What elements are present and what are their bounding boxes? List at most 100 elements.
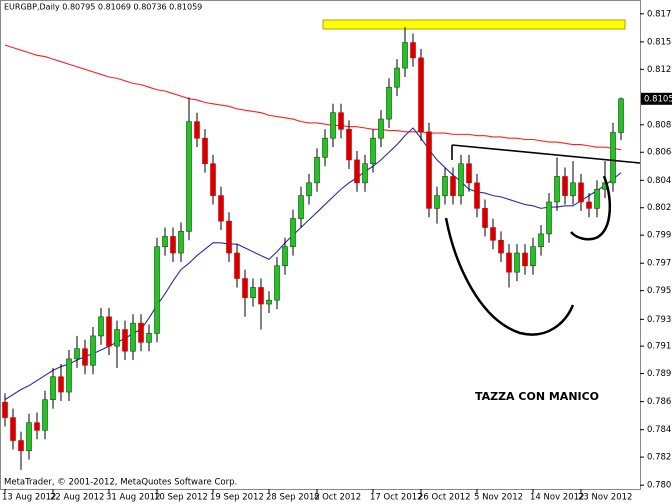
candle-body	[2, 401, 8, 418]
y-tick-label: 0.79555	[647, 286, 672, 296]
moving-averages	[4, 44, 622, 401]
candle-body	[514, 252, 520, 273]
candle-body	[274, 265, 280, 301]
chart-title: EURGBP,Daily 0.80795 0.81069 0.80736 0.8…	[4, 3, 202, 12]
candle-body	[386, 86, 392, 120]
candle-body	[570, 182, 576, 196]
y-tick-label: 0.80420	[647, 176, 672, 186]
moving-average	[4, 127, 622, 401]
candle-body	[346, 128, 352, 161]
candle-body	[506, 252, 512, 273]
candle-body	[306, 182, 312, 196]
x-tick-label: 31 Aug 2012	[106, 493, 160, 503]
candle-body	[106, 316, 112, 347]
candle-body	[18, 440, 24, 452]
candle-body	[474, 182, 480, 209]
candle-body	[234, 252, 240, 279]
y-tick-label: 0.79770	[647, 259, 672, 269]
candle-body	[138, 322, 144, 343]
candle-body	[578, 182, 584, 203]
x-tick-label: 13 Aug 2012	[2, 493, 56, 503]
moving-average	[4, 44, 622, 151]
candles	[2, 27, 624, 470]
candle-body	[586, 201, 592, 209]
candle-body	[314, 157, 320, 184]
candle-body	[394, 67, 400, 88]
candle-body	[458, 163, 464, 196]
candle-body	[114, 329, 120, 347]
footer: MetaTrader, © 2001-2012, MetaQuotes Soft…	[4, 478, 237, 488]
candle-body	[178, 231, 184, 254]
y-tick-label: 0.80855	[647, 120, 672, 130]
candle-body	[242, 278, 248, 298]
candle-body	[34, 422, 40, 431]
candle-body	[362, 163, 368, 184]
y-tick-label: 0.78465	[647, 425, 672, 435]
candle-body	[186, 121, 192, 232]
candle-body	[154, 246, 160, 334]
x-tick-label: 28 Sep 2012	[266, 493, 320, 503]
candle-body	[442, 176, 448, 196]
candle-body	[522, 252, 528, 267]
candle-body	[98, 316, 104, 337]
handle-curve	[570, 175, 612, 241]
x-tick-label: 10 Sep 2012	[154, 493, 208, 503]
candle-body	[450, 176, 456, 196]
cup-curve	[444, 217, 575, 336]
candle-body	[378, 118, 384, 139]
y-tick-label: 0.78030	[647, 481, 672, 491]
pattern-label: TAZZA CON MANICO	[475, 390, 599, 403]
y-tick-label: 0.80640	[647, 148, 672, 158]
candle-body	[338, 112, 344, 130]
candle-body	[330, 112, 336, 139]
candle-body	[490, 227, 496, 241]
candle-body	[538, 233, 544, 247]
candle-body	[122, 329, 128, 352]
candle-body	[418, 57, 424, 133]
candle-body	[322, 137, 328, 158]
candle-body	[258, 287, 264, 305]
candle-body	[298, 195, 304, 219]
candle-body	[250, 287, 256, 298]
last-price-label: 0.81059	[644, 94, 672, 104]
y-tick-label: 0.78250	[647, 453, 672, 463]
candle-body	[210, 163, 216, 196]
candle-body	[50, 376, 56, 401]
candle-body	[618, 98, 624, 133]
x-tick-label: 19 Sep 2012	[210, 493, 264, 503]
candle-body	[90, 335, 96, 366]
candle-body	[282, 246, 288, 267]
candle-body	[546, 201, 552, 235]
last-price-box	[641, 92, 672, 105]
candle-body	[354, 159, 360, 184]
candle-body	[226, 220, 232, 254]
y-tick-label: 0.78685	[647, 397, 672, 407]
resistance-zone	[322, 19, 626, 30]
candle-body	[170, 236, 176, 254]
candle-body	[498, 239, 504, 254]
y-tick-label: 0.79990	[647, 231, 672, 241]
y-tick-label: 0.79120	[647, 342, 672, 352]
candle-body	[42, 399, 48, 431]
candle-body	[82, 348, 88, 366]
candle-body	[426, 131, 432, 209]
candle-body	[130, 322, 136, 352]
candle-body	[530, 246, 536, 267]
neckline	[451, 144, 641, 164]
candle-body	[10, 417, 16, 441]
candle-body	[402, 42, 408, 69]
candle-body	[594, 188, 600, 209]
y-tick-label: 0.79330	[647, 315, 672, 325]
candle-body	[66, 358, 72, 393]
candle-body	[466, 163, 472, 184]
x-tick-label: 5 Nov 2012	[474, 493, 523, 503]
x-tick-label: 22 Aug 2012	[50, 493, 104, 503]
x-tick-label: 23 Nov 2012	[578, 493, 632, 503]
y-tick-label: 0.80205	[647, 203, 672, 213]
candle-body	[554, 176, 560, 203]
candle-body	[74, 348, 80, 360]
candle-body	[218, 195, 224, 222]
y-tick-label: 0.81725	[647, 9, 672, 19]
